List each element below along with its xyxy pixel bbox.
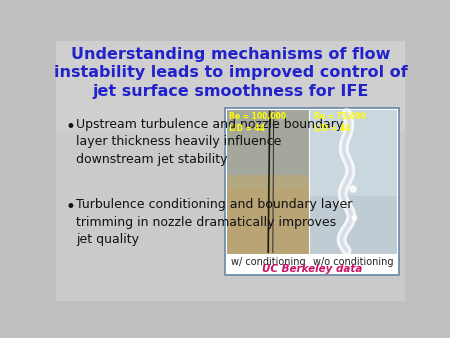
Text: •: • (66, 118, 76, 136)
Bar (56, 41, 405, 131)
Circle shape (352, 216, 357, 220)
Circle shape (350, 186, 356, 192)
Bar (227, 110, 310, 254)
Text: UC Berkeley data: UC Berkeley data (262, 264, 362, 274)
Text: w/ conditioning: w/ conditioning (231, 257, 306, 267)
Bar (227, 110, 310, 189)
Text: •: • (66, 198, 76, 216)
Text: w/o conditioning: w/o conditioning (314, 257, 394, 267)
Text: Turbulence conditioning and boundary layer
trimming in nozzle dramatically impro: Turbulence conditioning and boundary lay… (76, 198, 353, 246)
Text: Upstream turbulence and nozzle boundary
layer thickness heavily influence
downst: Upstream turbulence and nozzle boundary … (76, 118, 344, 166)
Bar (227, 175, 310, 254)
Text: Re = 75,000
L/D = 44: Re = 75,000 L/D = 44 (314, 112, 366, 132)
Bar (310, 110, 397, 254)
Circle shape (340, 201, 344, 206)
Bar (310, 110, 397, 196)
Text: Understanding mechanisms of flow
instability leads to improved control of
jet su: Understanding mechanisms of flow instabi… (54, 47, 408, 99)
Bar (225, 108, 399, 275)
Text: Re = 100,000
L/D = 44: Re = 100,000 L/D = 44 (229, 112, 286, 132)
